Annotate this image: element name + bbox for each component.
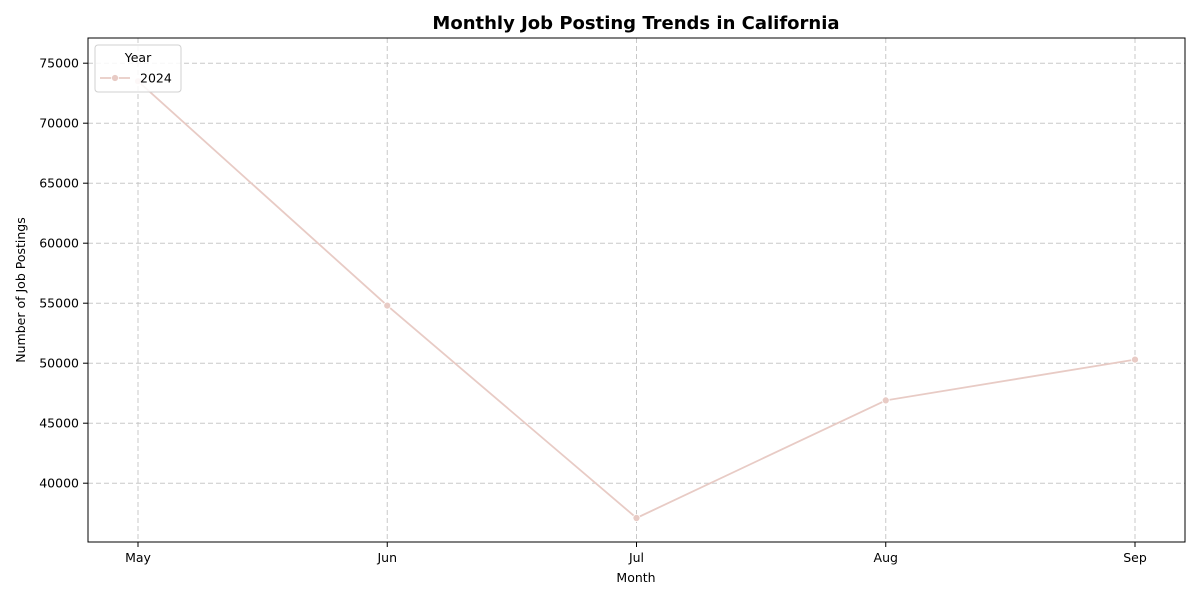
y-tick-label: 70000 <box>39 116 79 131</box>
legend: Year 2024 <box>94 44 182 93</box>
data-point <box>881 396 890 405</box>
legend-label-2024: 2024 <box>140 71 172 86</box>
plot-area <box>87 37 1186 543</box>
legend-title: Year <box>124 50 152 65</box>
y-tick-label: 75000 <box>39 56 79 71</box>
tick-layer: May Jun Jul Aug Sep 40000 45000 50000 55000 60000… <box>39 56 1147 565</box>
y-tick-label: 55000 <box>39 296 79 311</box>
y-tick-label: 50000 <box>39 356 79 371</box>
data-point <box>383 301 392 310</box>
legend-swatch-marker <box>111 74 119 82</box>
y-axis-label: Number of Job Postings <box>13 217 28 362</box>
y-tick-label: 45000 <box>39 416 79 431</box>
x-tick-label: Aug <box>874 550 898 565</box>
data-point <box>1131 355 1139 364</box>
data-point <box>632 514 641 522</box>
y-tick-label: 60000 <box>39 236 79 251</box>
y-tick-label: 40000 <box>39 476 79 491</box>
chart-title: Monthly Job Posting Trends in California <box>432 13 839 34</box>
y-tick-label: 65000 <box>39 176 79 191</box>
x-axis-label: Month <box>616 570 655 585</box>
grid-layer <box>88 38 1185 542</box>
x-tick-label: May <box>125 550 151 565</box>
x-tick-label: Jul <box>628 550 644 565</box>
x-tick-label: Jun <box>376 550 397 565</box>
x-tick-label: Sep <box>1123 550 1147 565</box>
